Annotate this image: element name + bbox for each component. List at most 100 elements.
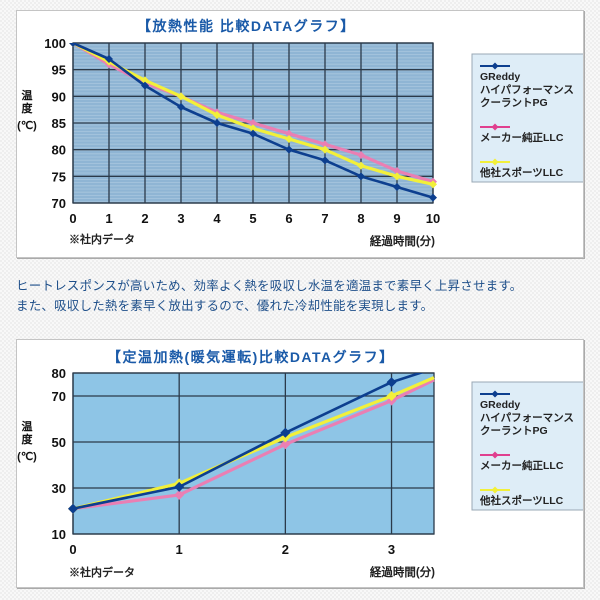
data-point-marker: [393, 183, 401, 191]
svg-text:クーラントPG: クーラントPG: [480, 97, 548, 109]
data-point-marker: [213, 111, 221, 119]
svg-text:(℃): (℃): [17, 120, 37, 132]
y-tick-label: 80: [52, 143, 66, 158]
data-point-marker: [177, 103, 185, 111]
y-axis-label: 温度 (℃): [17, 419, 37, 463]
svg-text:GReddy: GReddy: [480, 71, 520, 83]
description-line-1: ヒートレスポンスが高いため、効率よく熱を吸収し水温を適温まで素早く上昇させます。: [16, 278, 523, 293]
legend-item-oem-llc: メーカー純正LLC: [480, 123, 564, 144]
chart-title: 【放熱性能 比較DATAグラフ】: [137, 18, 356, 34]
data-point-marker: [321, 145, 329, 154]
data-point-marker: [357, 151, 365, 159]
y-tick-label: 75: [52, 169, 66, 184]
x-tick-label: 10: [426, 211, 440, 226]
legend-marker-icon: [491, 451, 499, 459]
data-point-marker: [386, 377, 397, 388]
x-tick-label: 2: [141, 211, 148, 226]
series-lines: [69, 43, 437, 202]
y-tick-label: 70: [52, 389, 66, 404]
data-point-marker: [357, 161, 365, 170]
x-tick-label: 4: [213, 211, 221, 226]
svg-text:度: 度: [22, 101, 34, 115]
x-tick-label: 3: [177, 211, 184, 226]
svg-text:(℃): (℃): [17, 451, 37, 463]
svg-text:メーカー純正LLC: メーカー純正LLC: [480, 131, 564, 144]
legend-item-other-sports-llc: 他社スポーツLLC: [479, 158, 564, 179]
legend-item-other-sports-llc: 他社スポーツLLC: [479, 486, 564, 507]
series-lines: [68, 373, 435, 514]
data-point-marker: [393, 167, 401, 175]
y-tick-label: 90: [52, 89, 66, 104]
constant-heating-chart: 【定温加熱(暖気運転)比較DATAグラフ】 80 70 50 30 100 1 2 3 温度 (℃)…: [17, 349, 583, 579]
svg-text:メーカー純正LLC: メーカー純正LLC: [480, 459, 564, 472]
chart-title: 【定温加熱(暖気運転)比較DATAグラフ】: [107, 349, 395, 365]
x-tick-label: 2: [282, 542, 289, 557]
data-source-note: ※社内データ: [69, 232, 135, 246]
legend-item-oem-llc: メーカー純正LLC: [480, 451, 564, 472]
legend-marker-icon: [491, 62, 499, 70]
data-point-marker: [280, 439, 291, 450]
data-source-note: ※社内データ: [69, 565, 135, 579]
x-tick-label: 6: [285, 211, 292, 226]
y-tick-label: 50: [52, 435, 66, 450]
data-point-marker: [174, 481, 185, 492]
data-point-marker: [280, 427, 291, 438]
data-point-marker: [249, 129, 257, 138]
data-point-marker: [429, 180, 437, 189]
data-point-marker: [249, 124, 257, 133]
x-tick-label: 1: [105, 211, 112, 226]
x-tick-label: 7: [321, 211, 328, 226]
data-point-marker: [321, 156, 329, 165]
y-tick-label: 10: [52, 527, 66, 542]
x-tick-label: 5: [249, 211, 256, 226]
data-point-marker: [285, 135, 293, 143]
data-point-marker: [429, 193, 437, 202]
description-line-2: また、吸収した熱を素早く放出するので、優れた冷却性能を実現します。: [16, 298, 434, 313]
y-tick-label: 30: [52, 481, 66, 496]
legend-marker-icon: [491, 123, 499, 131]
y-tick-label: 100: [44, 36, 66, 51]
data-point-marker: [141, 81, 149, 90]
data-point-marker: [321, 140, 329, 149]
data-point-marker: [285, 145, 293, 154]
description-text: ヒートレスポンスが高いため、効率よく熱を吸収し水温を適温まで素早く上昇させます。…: [16, 276, 596, 316]
data-point-marker: [105, 55, 113, 63]
data-point-marker: [141, 76, 149, 85]
x-tick-label: 1: [176, 542, 183, 557]
svg-text:温: 温: [22, 88, 33, 102]
x-tick-label: 3: [388, 542, 395, 557]
plot-area: [73, 373, 434, 534]
svg-text:他社スポーツLLC: 他社スポーツLLC: [479, 166, 564, 179]
legend-marker-icon: [491, 390, 499, 398]
data-point-marker: [177, 92, 185, 101]
data-point-marker: [174, 489, 185, 500]
x-axis-label: 経過時間(分): [370, 234, 435, 248]
legend-marker-icon: [491, 486, 499, 494]
data-point-marker: [386, 391, 397, 401]
x-axis-label: 経過時間(分): [370, 565, 435, 579]
data-point-marker: [393, 172, 401, 181]
data-point-marker: [69, 43, 77, 47]
data-point-marker: [357, 172, 365, 181]
y-tick-label: 85: [52, 116, 66, 131]
svg-text:度: 度: [22, 432, 34, 446]
x-tick-label: 0: [69, 542, 76, 557]
svg-text:温: 温: [22, 419, 33, 433]
chart-panel-heat-dissipation: 【放熱性能 比較DATAグラフ】 100 95 90 85 80 75 70 0 1 2 3 4 5 6 7 8…: [16, 10, 584, 258]
x-tick-label: 8: [357, 211, 364, 226]
svg-text:クーラントPG: クーラントPG: [480, 425, 548, 437]
x-tick-label: 9: [393, 211, 400, 226]
svg-text:ハイパフォーマンス: ハイパフォーマンス: [480, 84, 574, 96]
data-point-marker: [68, 503, 78, 514]
data-point-marker: [249, 119, 257, 127]
data-point-marker: [213, 119, 221, 127]
y-tick-label: 95: [52, 63, 66, 78]
svg-text:他社スポーツLLC: 他社スポーツLLC: [479, 494, 564, 507]
heat-dissipation-chart: 【放熱性能 比較DATAグラフ】 100 95 90 85 80 75 700 1 2 3 4 5 6 7 8…: [17, 18, 583, 248]
x-tick-label: 0: [69, 211, 76, 226]
y-tick-label: 70: [52, 196, 66, 211]
data-point-marker: [285, 129, 293, 138]
